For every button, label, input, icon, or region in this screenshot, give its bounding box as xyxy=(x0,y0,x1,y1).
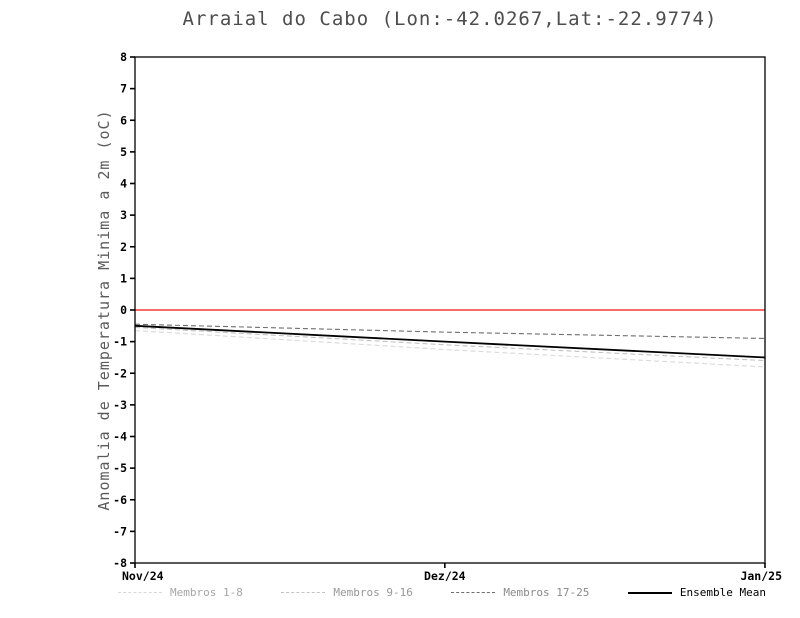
legend-label: Membros 17-25 xyxy=(503,586,590,599)
y-axis-label: Anomalia de Temperatura Minima a 2m (oC) xyxy=(95,109,113,511)
x-tick-label: Jan/25 xyxy=(740,569,782,583)
y-tick-label: -3 xyxy=(113,398,127,412)
y-tick-label: 1 xyxy=(120,271,127,285)
y-tick-label: -5 xyxy=(113,461,127,475)
y-tick-label: -4 xyxy=(113,430,127,444)
chart-title: Arraial do Cabo (Lon:-42.0267,Lat:-22.97… xyxy=(182,8,718,30)
legend-item-membros-1-8: Membros 1-8 xyxy=(118,586,243,599)
legend-line-sample xyxy=(118,592,162,593)
legend: Membros 1-8 Membros 9-16 Membros 17-25 Ense… xyxy=(118,586,766,599)
legend-item-membros-9-16: Membros 9-16 xyxy=(281,586,413,599)
y-tick-label: -2 xyxy=(113,366,127,380)
series-line-membros-1-8 xyxy=(134,330,766,368)
y-tick-label: -7 xyxy=(113,524,127,538)
series-line-ensemble-mean xyxy=(134,324,766,359)
y-tick-label: -6 xyxy=(113,493,127,507)
x-tick-label: Dez/24 xyxy=(424,569,466,583)
y-tick-label: 3 xyxy=(120,208,127,222)
legend-line-sample xyxy=(451,592,496,593)
plot-frame xyxy=(134,56,766,564)
legend-line-sample xyxy=(281,592,326,593)
legend-item-membros-17-25: Membros 17-25 xyxy=(451,586,589,599)
x-tick-label: Nov/24 xyxy=(122,569,164,583)
y-tick-label: -1 xyxy=(113,335,127,349)
legend-line-sample xyxy=(627,591,672,594)
y-tick-label: 0 xyxy=(120,303,127,317)
y-tick-label: -8 xyxy=(113,556,127,570)
legend-item-ensemble-mean: Ensemble Mean xyxy=(627,586,766,599)
legend-label: Membros 9-16 xyxy=(333,586,413,599)
y-tick-label: 8 xyxy=(120,50,127,64)
series-line-membros-9-16 xyxy=(134,326,766,362)
y-tick-label: 7 xyxy=(120,82,127,96)
y-tick-label: 5 xyxy=(120,145,127,159)
y-tick-label: 2 xyxy=(120,240,127,254)
y-tick-label: 6 xyxy=(120,113,127,127)
series-line-membros-17-25 xyxy=(134,323,766,340)
legend-label: Ensemble Mean xyxy=(679,586,766,599)
legend-label: Membros 1-8 xyxy=(170,586,243,599)
y-tick-label: 4 xyxy=(120,177,127,191)
